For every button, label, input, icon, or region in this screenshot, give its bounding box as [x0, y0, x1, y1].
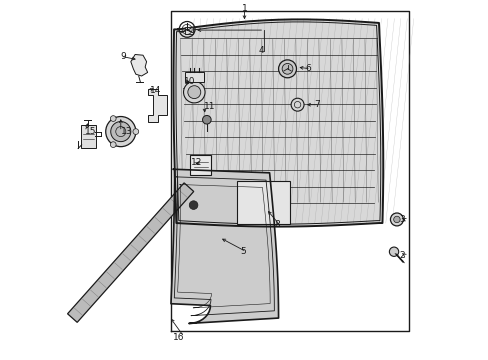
Text: 8: 8: [273, 220, 279, 229]
Circle shape: [290, 98, 304, 111]
Polygon shape: [173, 19, 383, 226]
FancyBboxPatch shape: [190, 155, 211, 175]
Circle shape: [282, 63, 292, 74]
Text: 4: 4: [258, 46, 264, 55]
Circle shape: [105, 117, 136, 147]
Text: 16: 16: [172, 333, 184, 342]
Text: 13: 13: [121, 127, 132, 136]
Text: 9: 9: [121, 52, 126, 61]
FancyBboxPatch shape: [184, 27, 192, 34]
FancyBboxPatch shape: [236, 181, 289, 224]
Polygon shape: [147, 89, 166, 122]
Text: 6: 6: [305, 64, 310, 73]
Circle shape: [133, 129, 139, 134]
Polygon shape: [171, 169, 278, 323]
Circle shape: [389, 213, 403, 226]
Polygon shape: [131, 54, 147, 76]
Polygon shape: [67, 183, 193, 322]
Circle shape: [110, 142, 116, 148]
Circle shape: [202, 116, 211, 124]
Text: 3: 3: [399, 215, 405, 224]
Text: 14: 14: [149, 86, 161, 95]
Circle shape: [110, 116, 116, 121]
Text: 12: 12: [190, 158, 202, 167]
Circle shape: [189, 201, 198, 210]
Text: 7: 7: [313, 100, 319, 109]
Circle shape: [393, 216, 399, 223]
Circle shape: [110, 122, 131, 141]
Text: 11: 11: [204, 102, 215, 111]
FancyBboxPatch shape: [184, 72, 203, 82]
Circle shape: [388, 247, 398, 256]
Text: 2: 2: [399, 251, 405, 260]
Circle shape: [187, 86, 201, 99]
Text: 10: 10: [183, 77, 195, 86]
Circle shape: [278, 60, 296, 78]
Text: 15: 15: [85, 127, 96, 136]
Text: 1: 1: [241, 4, 247, 13]
Text: 5: 5: [240, 247, 246, 256]
FancyBboxPatch shape: [81, 126, 96, 148]
Circle shape: [183, 81, 204, 103]
